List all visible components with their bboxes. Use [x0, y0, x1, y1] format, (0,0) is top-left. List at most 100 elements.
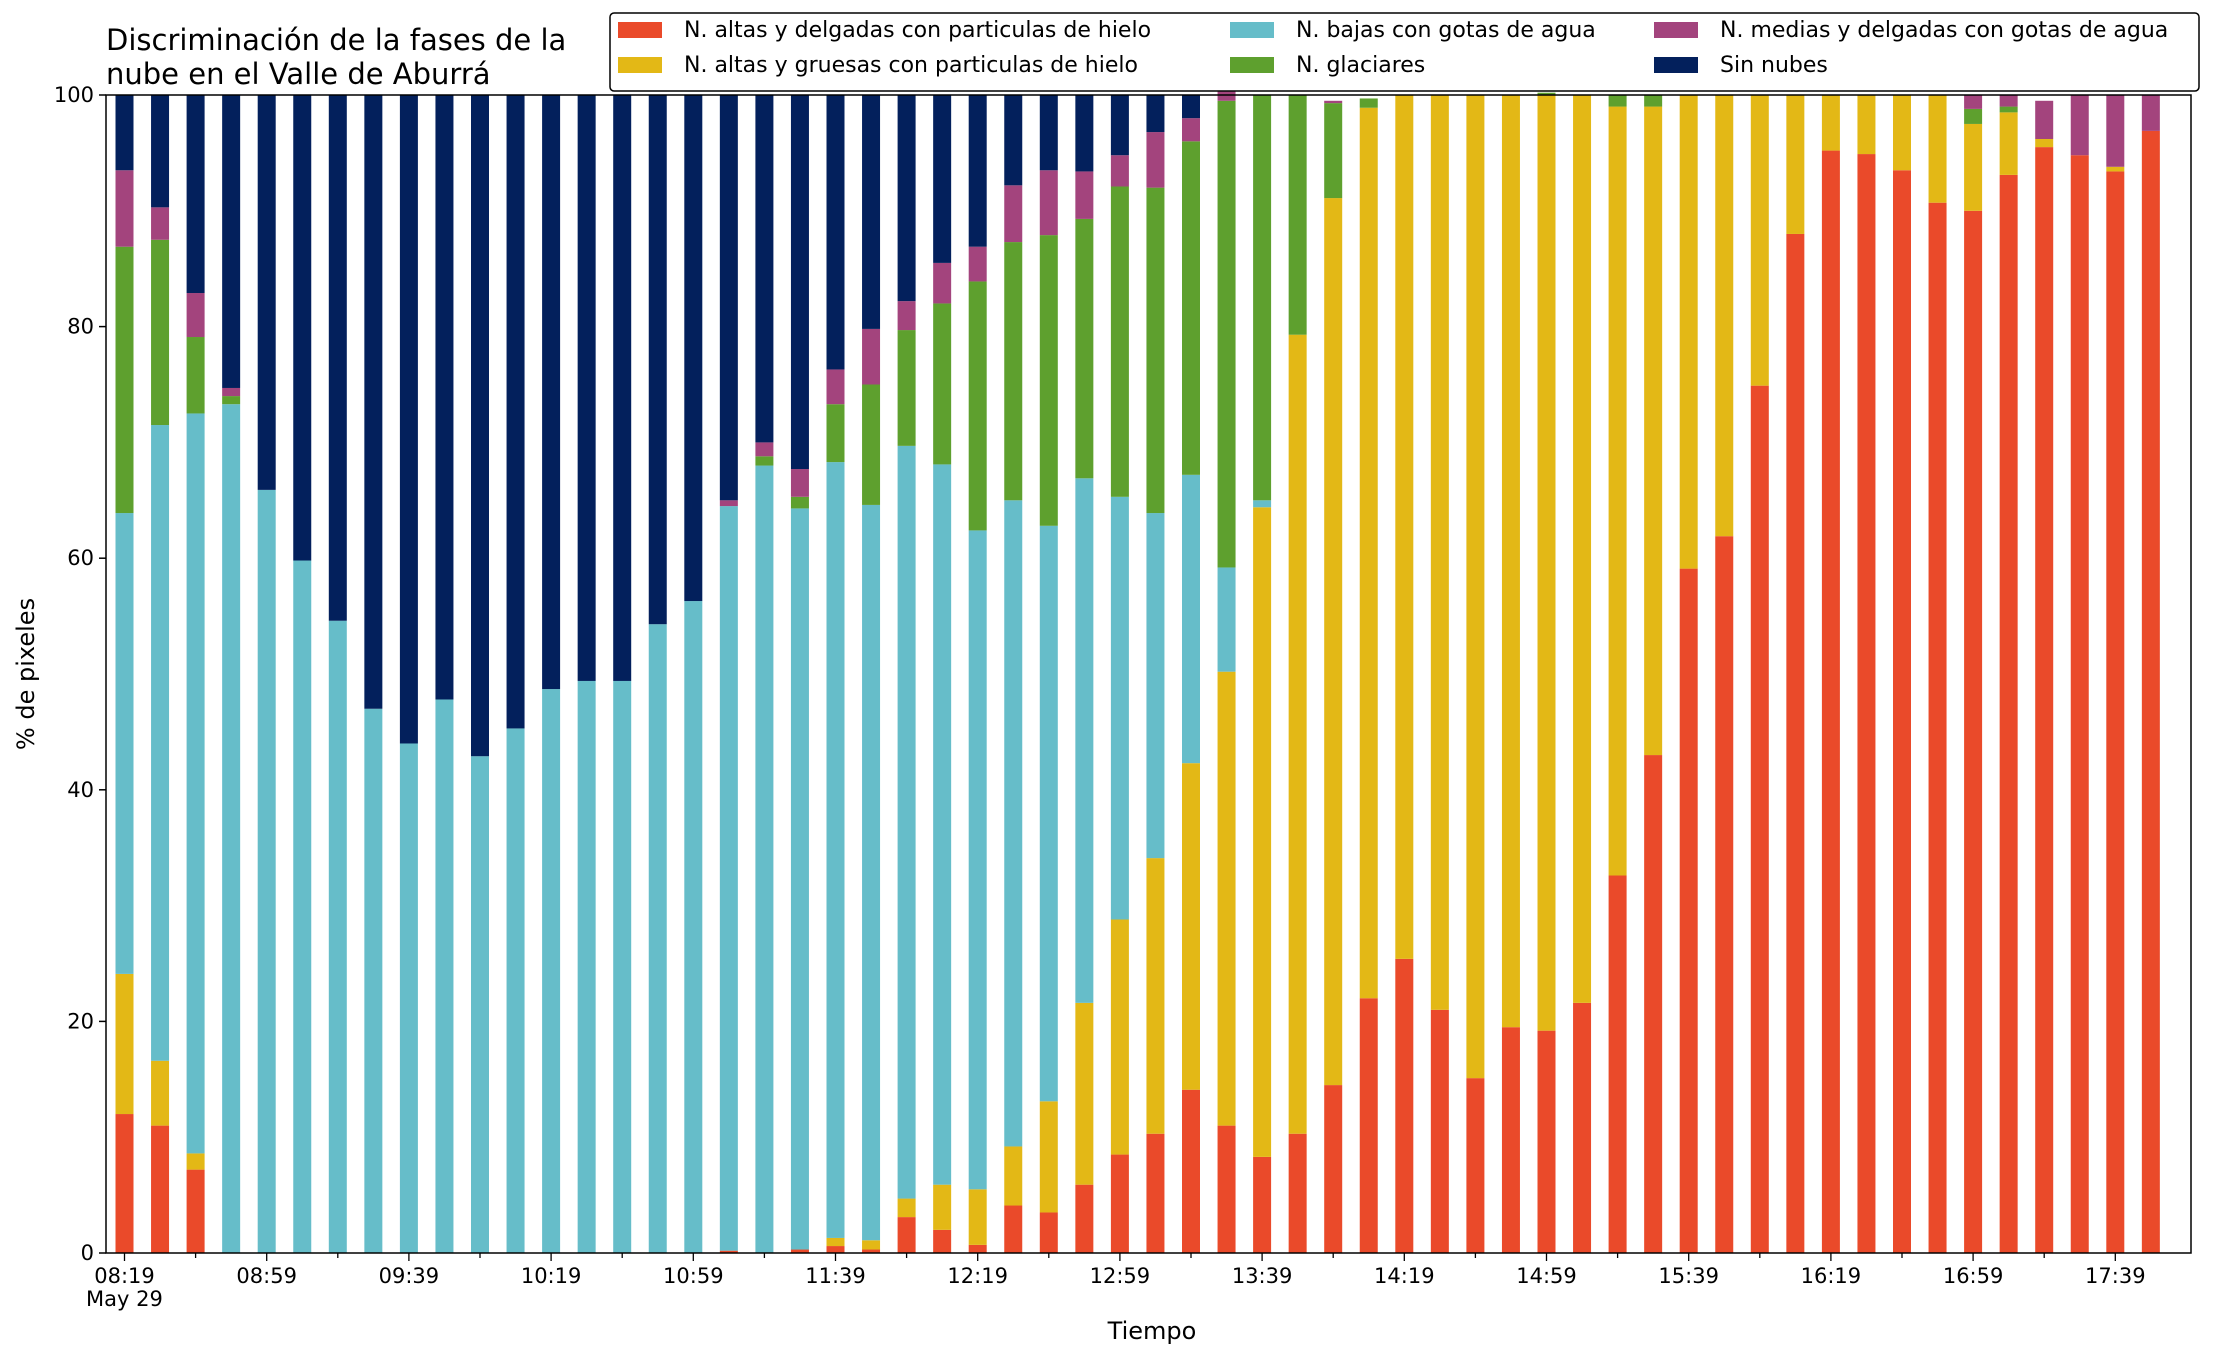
bar-segment-s0-t53 — [1999, 174, 2018, 1253]
bar-segment-s3-t3 — [222, 396, 241, 405]
bar-segment-s5-t0 — [115, 95, 134, 171]
bar-segment-s4-t18 — [755, 442, 774, 457]
bar-segment-s5-t25 — [1004, 95, 1023, 186]
bar-segment-s1-t38 — [1466, 95, 1485, 1079]
legend: N. altas y delgadas con particulas de hi… — [609, 12, 2200, 92]
bar-segment-s3-t26 — [1039, 235, 1058, 526]
bar-segment-s2-t27 — [1075, 478, 1094, 1003]
bar-segment-s0-t51 — [1928, 202, 1947, 1254]
bar-segment-s1-t24 — [968, 1189, 987, 1245]
bar-segment-s2-t20 — [826, 462, 845, 1238]
bar-segment-s5-t10 — [471, 95, 489, 757]
bar-segment-s3-t0 — [115, 246, 134, 514]
x-axis: 08:19 08:59 09:39 10:19 10:59 11:39 12:19 12:59… — [94, 1253, 2146, 1288]
bar-segment-s5-t12 — [542, 95, 561, 690]
bar-segment-s0-t52 — [1964, 210, 1983, 1253]
bar-segment-s2-t6 — [328, 620, 347, 1253]
bar-segment-s3-t22 — [897, 330, 916, 446]
legend-label-2: N. bajas con gotas de agua — [1296, 18, 1596, 43]
bar-segment-s2-t10 — [471, 756, 489, 1253]
bar-segment-s3-t1 — [151, 239, 170, 426]
bar-segment-s0-t1 — [151, 1125, 170, 1253]
bar-segment-s2-t25 — [1004, 500, 1023, 1147]
bar-segment-s3-t29 — [1146, 187, 1165, 514]
bar-segment-s3-t43 — [1644, 95, 1663, 107]
bar-segment-s2-t16 — [684, 601, 703, 1253]
bar-segment-s0-t47 — [1786, 233, 1805, 1253]
bar-segment-s1-t49 — [1857, 95, 1876, 155]
bar-segment-s2-t24 — [968, 530, 987, 1190]
bar-segment-s0-t50 — [1893, 170, 1911, 1253]
bar-segment-s3-t24 — [968, 281, 987, 531]
bar-segment-s5-t15 — [648, 95, 667, 625]
bar-segment-s3-t30 — [1182, 141, 1200, 475]
bar-segment-s1-t41 — [1573, 95, 1592, 1003]
bar-segment-s5-t7 — [364, 95, 383, 709]
x-tick-label-13: 16:59 — [1943, 1264, 2004, 1288]
x-tick-label-5: 11:39 — [805, 1264, 866, 1288]
legend-label-3: N. glaciares — [1296, 53, 1425, 78]
bar-segment-s3-t27 — [1075, 218, 1094, 479]
bar-segment-s5-t14 — [613, 95, 632, 681]
bar-segment-s5-t29 — [1146, 95, 1165, 133]
x-date-label: May 29 — [86, 1287, 163, 1311]
bar-segment-s0-t29 — [1146, 1133, 1165, 1253]
bar-segment-s3-t25 — [1004, 242, 1023, 501]
bar-segment-s4-t31 — [1217, 91, 1236, 101]
bar-segment-s0-t19 — [790, 1249, 809, 1253]
bar-segment-s1-t28 — [1110, 919, 1129, 1155]
y-axis-label: % de pixeles — [12, 598, 40, 750]
bar-segment-s0-t23 — [933, 1229, 952, 1253]
bar-segment-s5-t30 — [1182, 95, 1200, 119]
bar-segment-s0-t44 — [1679, 568, 1698, 1253]
bar-segment-s4-t22 — [897, 301, 916, 331]
bar-segment-s0-t49 — [1857, 154, 1876, 1253]
bar-segment-s4-t25 — [1004, 185, 1023, 243]
legend-swatch-0 — [618, 22, 662, 38]
bar-segment-s4-t17 — [719, 500, 738, 507]
bar-segment-s5-t21 — [862, 95, 881, 329]
bar-segment-s1-t39 — [1501, 95, 1520, 1028]
x-tick-label-7: 12:59 — [1090, 1264, 1151, 1288]
y-tick-label-3: 60 — [67, 546, 94, 570]
bar-segment-s0-t31 — [1217, 1125, 1236, 1253]
bar-segment-s0-t17 — [719, 1250, 738, 1253]
bar-segment-s0-t57 — [2141, 130, 2160, 1253]
bar-segment-s4-t28 — [1110, 155, 1129, 187]
bar-segment-s1-t48 — [1821, 95, 1840, 151]
bar-segment-s0-t34 — [1324, 1085, 1343, 1253]
bar-segment-s5-t24 — [968, 95, 987, 247]
bar-segment-s0-t2 — [186, 1169, 205, 1253]
bar-segment-s5-t18 — [755, 95, 774, 443]
bar-segment-s4-t26 — [1039, 170, 1058, 236]
bars-layer — [115, 91, 2160, 1254]
bar-segment-s1-t54 — [2035, 139, 2054, 148]
bar-segment-s5-t13 — [577, 95, 596, 681]
bar-segment-s2-t32 — [1253, 500, 1272, 508]
bar-segment-s1-t1 — [151, 1060, 170, 1126]
bar-segment-s1-t45 — [1715, 95, 1734, 537]
bar-segment-s5-t5 — [293, 95, 312, 561]
bar-segment-s0-t55 — [2070, 155, 2089, 1254]
bar-segment-s0-t46 — [1750, 385, 1769, 1253]
legend-box — [609, 12, 2200, 92]
bar-segment-s2-t23 — [933, 464, 952, 1185]
bar-segment-s3-t32 — [1253, 95, 1272, 501]
bar-segment-s4-t34 — [1324, 100, 1343, 104]
bar-segment-s3-t20 — [826, 404, 845, 463]
bar-segment-s1-t32 — [1253, 507, 1272, 1157]
bar-segment-s0-t35 — [1359, 998, 1378, 1253]
bar-segment-s2-t29 — [1146, 513, 1165, 859]
bar-segment-s5-t4 — [257, 95, 276, 490]
bar-segment-s1-t36 — [1395, 95, 1414, 959]
bar-segment-s0-t25 — [1004, 1205, 1023, 1253]
bar-segment-s5-t22 — [897, 95, 916, 302]
bar-segment-s2-t14 — [613, 680, 632, 1253]
bar-segment-s1-t46 — [1750, 95, 1769, 386]
bar-segment-s4-t23 — [933, 262, 952, 304]
bar-segment-s2-t15 — [648, 624, 667, 1253]
bar-segment-s5-t20 — [826, 95, 845, 370]
bar-segment-s0-t0 — [115, 1114, 134, 1253]
